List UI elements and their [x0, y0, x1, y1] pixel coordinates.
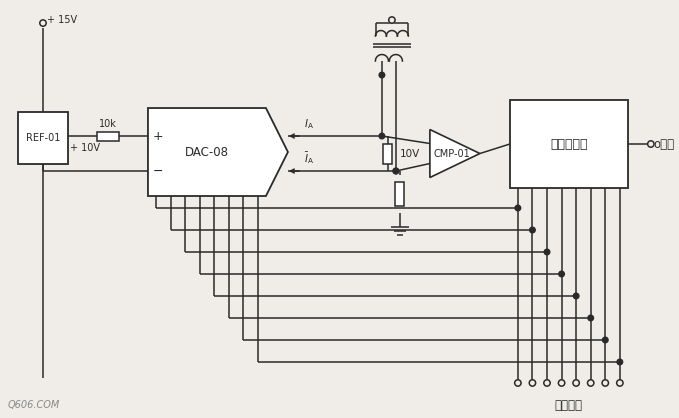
Circle shape	[515, 380, 521, 386]
Bar	[384, 143, 392, 163]
Circle shape	[515, 205, 521, 211]
Circle shape	[602, 337, 608, 343]
Bar	[510, 100, 628, 188]
Circle shape	[617, 380, 623, 386]
Circle shape	[573, 380, 579, 386]
Circle shape	[393, 168, 399, 174]
Text: −: −	[153, 165, 164, 178]
Circle shape	[588, 315, 593, 321]
Circle shape	[393, 168, 399, 174]
Bar	[395, 182, 405, 206]
Text: $I_{\rm A}$: $I_{\rm A}$	[304, 117, 314, 131]
Bar	[97, 132, 119, 140]
Text: 数字输出: 数字输出	[555, 399, 583, 412]
Circle shape	[379, 133, 385, 139]
Circle shape	[559, 271, 564, 277]
Circle shape	[379, 72, 385, 78]
Circle shape	[544, 249, 550, 255]
Circle shape	[587, 380, 594, 386]
Text: Q606.COM: Q606.COM	[8, 400, 60, 410]
Text: + 10V: + 10V	[70, 143, 100, 153]
Circle shape	[617, 359, 623, 365]
Text: DAC-08: DAC-08	[185, 145, 229, 158]
Circle shape	[530, 227, 535, 233]
Circle shape	[602, 380, 608, 386]
Text: 可逆计数器: 可逆计数器	[550, 138, 587, 150]
Circle shape	[558, 380, 565, 386]
Text: 10V: 10V	[400, 148, 420, 158]
Text: CMP-01: CMP-01	[433, 148, 471, 158]
Text: 10k: 10k	[99, 119, 117, 129]
Text: + 15V: + 15V	[47, 15, 77, 25]
Text: REF-01: REF-01	[26, 133, 60, 143]
Polygon shape	[430, 130, 480, 178]
Polygon shape	[148, 108, 288, 196]
Circle shape	[40, 20, 46, 26]
Circle shape	[544, 380, 550, 386]
Bar	[18, 112, 68, 164]
Circle shape	[529, 380, 536, 386]
Text: +: +	[153, 130, 164, 143]
Circle shape	[388, 17, 395, 23]
Text: $\bar{I}_{\rm A}$: $\bar{I}_{\rm A}$	[304, 150, 314, 166]
Circle shape	[573, 293, 579, 299]
Circle shape	[648, 141, 654, 147]
Text: o同步: o同步	[654, 138, 675, 150]
